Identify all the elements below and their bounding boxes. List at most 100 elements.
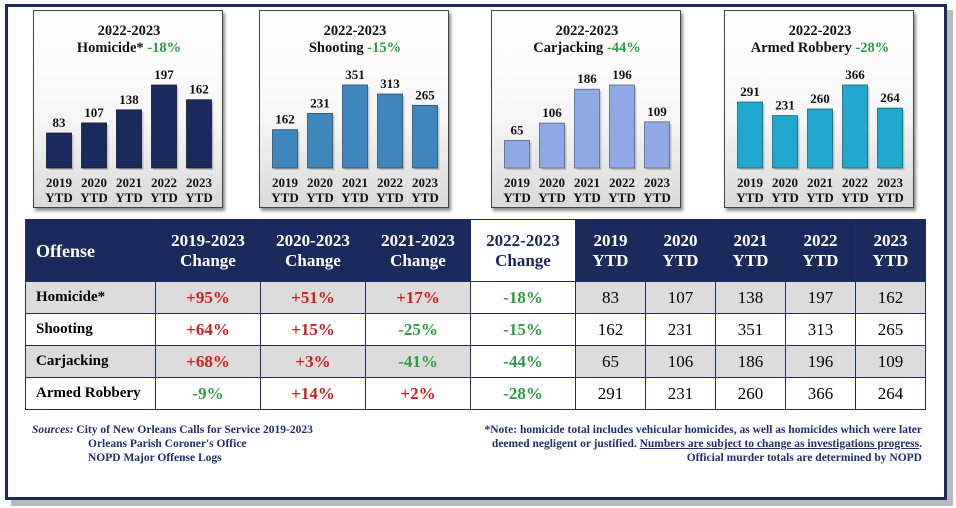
change-cell: -41% — [365, 345, 471, 378]
ytd-cell: 351 — [715, 313, 786, 346]
bar — [412, 104, 438, 169]
header-change-2019: 2019-2023 Change — [155, 219, 261, 282]
data-label: 162 — [189, 82, 209, 97]
chart-subtitle: Homicide* -18% — [76, 40, 182, 56]
x-tick-label: 2022 — [151, 175, 177, 190]
x-tick-label: 2022 — [377, 175, 403, 190]
x-tick-label: 2022 — [609, 175, 635, 190]
bar — [307, 112, 333, 169]
ytd-cell: 260 — [715, 377, 786, 410]
change-cell: +15% — [260, 313, 366, 346]
bar — [46, 132, 72, 169]
bar — [186, 99, 212, 169]
ytd-cell: 162 — [575, 313, 646, 346]
table-row: Armed Robbery -9% +14% +2% -28% 291 231 260 366 2… — [25, 377, 926, 410]
data-label: 83 — [53, 115, 67, 130]
change-cell: +95% — [155, 281, 261, 314]
data-label: 138 — [119, 92, 139, 107]
bar — [737, 101, 763, 169]
bar — [644, 121, 670, 169]
data-label: 231 — [775, 98, 795, 113]
x-tick-label: 2020 — [81, 175, 107, 190]
x-tick-label: YTD — [376, 190, 403, 205]
header-offense: Offense — [25, 219, 156, 282]
x-tick-label: YTD — [185, 190, 212, 205]
change-cell: -18% — [470, 281, 576, 314]
x-tick-label: YTD — [341, 190, 368, 205]
data-label: 197 — [154, 67, 174, 82]
data-label: 107 — [84, 105, 104, 120]
data-label: 313 — [380, 76, 400, 91]
x-tick-label: YTD — [115, 190, 142, 205]
data-label: 162 — [275, 112, 295, 127]
bar — [116, 109, 142, 169]
x-tick-label: YTD — [573, 190, 600, 205]
data-label: 366 — [845, 67, 865, 82]
footnote: *Note: homicide total includes vehicular… — [485, 423, 923, 465]
offense-name: Shooting — [25, 313, 156, 346]
table-row: Homicide* +95% +51% +17% -18% 83 107 138 197 162 — [25, 281, 926, 314]
bar — [842, 84, 868, 169]
change-cell: +51% — [260, 281, 366, 314]
x-tick-label: YTD — [608, 190, 635, 205]
source-line: City of New Orleans Calls for Service 20… — [76, 424, 313, 436]
ytd-cell: 231 — [645, 313, 716, 346]
change-cell: +14% — [260, 377, 366, 410]
ytd-cell: 231 — [645, 377, 716, 410]
change-cell: -28% — [470, 377, 576, 410]
x-tick-label: YTD — [841, 190, 868, 205]
change-cell: -25% — [365, 313, 471, 346]
x-tick-label: YTD — [876, 190, 903, 205]
ytd-cell: 106 — [645, 345, 716, 378]
header-change-2022: 2022-2023 Change — [470, 219, 576, 282]
offense-name: Armed Robbery — [25, 377, 156, 410]
chart-title: 2022-2023 — [97, 23, 161, 39]
bar — [772, 115, 798, 169]
chart-homicide: 832019YTD1072020YTD1382021YTD1972022YTD1… — [34, 11, 222, 207]
x-tick-label: 2022 — [842, 175, 868, 190]
data-label: 196 — [612, 67, 632, 82]
x-tick-label: 2019 — [46, 175, 73, 190]
x-tick-label: 2023 — [877, 175, 904, 190]
change-cell: -15% — [470, 313, 576, 346]
x-tick-label: 2020 — [539, 175, 565, 190]
bar — [151, 84, 177, 169]
change-cell: +68% — [155, 345, 261, 378]
x-tick-label: 2020 — [307, 175, 333, 190]
chart-title: 2022-2023 — [555, 23, 619, 39]
x-tick-label: 2021 — [574, 175, 600, 190]
chart-subtitle: Carjacking -44% — [533, 40, 641, 56]
x-tick-label: YTD — [150, 190, 177, 205]
table-row: Shooting +64% +15% -25% -15% 162 231 351 313 265 — [25, 313, 926, 346]
header-change-2020: 2020-2023 Change — [260, 219, 366, 282]
header-ytd-2020: 2020 YTD — [645, 219, 716, 282]
x-tick-label: 2019 — [504, 175, 531, 190]
sources-label: Sources: — [32, 424, 74, 436]
header-change-2021: 2021-2023 Change — [365, 219, 471, 282]
change-cell: +2% — [365, 377, 471, 410]
ytd-cell: 264 — [855, 377, 926, 410]
ytd-cell: 162 — [855, 281, 926, 314]
offense-name: Carjacking — [25, 345, 156, 378]
chart-panel-shooting: 162 2019 YTD 231 2020 YTD 351 2021 YTD 313 2022 YTD… — [259, 10, 449, 208]
x-tick-label: YTD — [736, 190, 763, 205]
x-tick-label: YTD — [538, 190, 565, 205]
data-label: 186 — [577, 71, 597, 86]
chart-title: 2022-2023 — [323, 23, 387, 39]
data-label: 231 — [310, 95, 330, 110]
note-line: *Note: homicide total includes vehicular… — [484, 424, 923, 436]
ytd-cell: 107 — [645, 281, 716, 314]
x-tick-label: 2023 — [412, 175, 439, 190]
data-label: 106 — [542, 105, 562, 120]
ytd-cell: 109 — [855, 345, 926, 378]
x-tick-label: 2023 — [186, 175, 213, 190]
note-line: Official murder totals are determined by… — [686, 452, 922, 464]
disclaimer-link: Numbers are subject to change as investi… — [639, 438, 920, 450]
ytd-cell: 83 — [575, 281, 646, 314]
ytd-cell: 291 — [575, 377, 646, 410]
bar — [81, 122, 107, 169]
chart-title: 2022-2023 — [788, 23, 852, 39]
bar — [377, 93, 403, 169]
x-tick-label: 2021 — [342, 175, 368, 190]
data-label: 109 — [647, 104, 667, 119]
